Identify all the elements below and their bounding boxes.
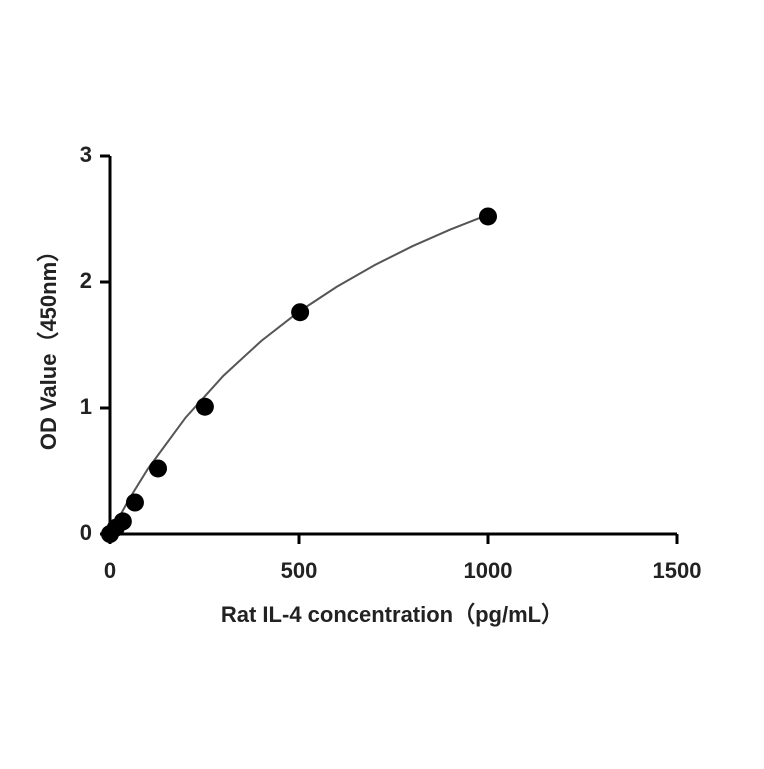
y-tick-label: 2: [80, 268, 92, 293]
y-axis-label: OD Value（450nm）: [36, 240, 61, 450]
data-point: [125, 493, 144, 512]
x-axis-label: Rat IL-4 concentration（pg/mL）: [221, 602, 563, 627]
data-point: [291, 303, 310, 322]
data-point: [113, 512, 132, 531]
y-tick-label: 3: [80, 142, 92, 167]
x-tick-label: 1500: [653, 558, 702, 583]
data-point: [479, 207, 497, 226]
x-tick-label: 1000: [464, 558, 513, 583]
x-tick-label: 0: [104, 558, 116, 583]
y-tick-label: 0: [80, 520, 92, 545]
x-tick-label: 500: [281, 558, 318, 583]
data-point: [195, 397, 214, 416]
y-tick-label: 1: [80, 394, 92, 419]
data-point: [149, 459, 168, 478]
fit-curve: [109, 213, 489, 535]
